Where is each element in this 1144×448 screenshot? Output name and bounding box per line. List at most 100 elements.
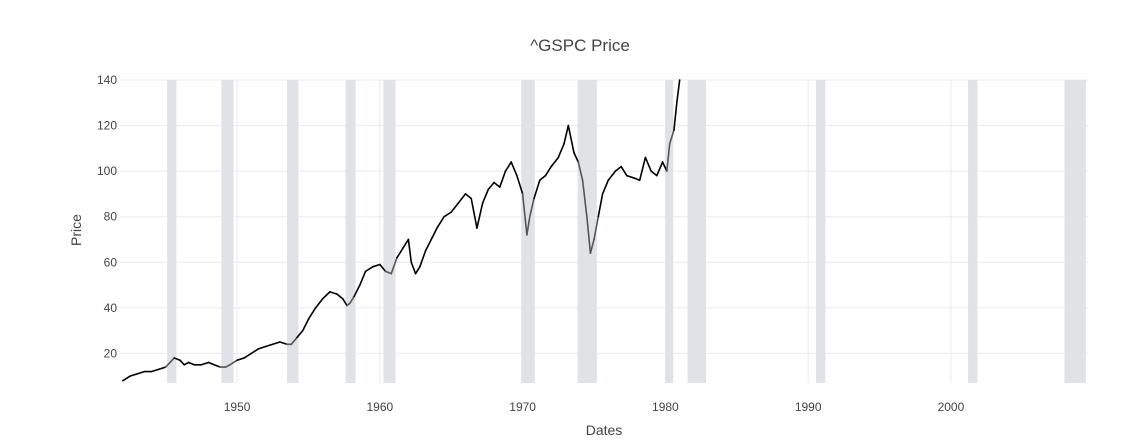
price-series	[122, 79, 681, 382]
price-line-segment	[656, 161, 664, 177]
price-line-segment	[557, 142, 565, 159]
price-line-segment	[544, 165, 552, 177]
x-tick-label: 1960	[366, 400, 393, 414]
price-line-segment	[563, 124, 570, 145]
y-tick-label: 140	[97, 73, 117, 87]
price-line-segment	[533, 179, 541, 200]
price-line-segment	[296, 329, 304, 339]
grid-layer	[120, 79, 1088, 383]
price-line-segment	[271, 341, 281, 346]
price-line-segment	[526, 215, 531, 236]
price-line-segment	[157, 366, 167, 371]
price-line-segment	[359, 270, 367, 286]
price-line-segment	[187, 361, 196, 366]
x-tick-label: 1990	[795, 400, 822, 414]
recession-band	[383, 80, 396, 383]
price-line-segment	[410, 261, 417, 275]
price-line-segment	[481, 188, 490, 204]
price-line-segment	[586, 215, 592, 254]
price-line-segment	[633, 177, 641, 182]
price-line-segment	[487, 181, 495, 191]
y-tick-label: 60	[104, 255, 118, 269]
price-line-segment	[207, 361, 216, 366]
price-line-segment	[424, 238, 433, 252]
price-line-segment	[614, 165, 622, 172]
price-line-segment	[407, 238, 413, 264]
price-line-segment	[550, 156, 560, 168]
price-line-segment	[371, 263, 381, 268]
price-line-segment	[379, 263, 387, 273]
price-line-segment	[661, 161, 668, 172]
x-tick-label: 1980	[652, 400, 679, 414]
recession-band	[287, 80, 299, 383]
y-tick-label: 20	[104, 346, 118, 360]
price-line-segment	[626, 174, 635, 179]
price-line-segment	[341, 297, 348, 307]
price-line-segment	[673, 101, 678, 131]
price-line-segment	[436, 215, 445, 229]
price-line-segment	[349, 295, 355, 305]
price-line-segment	[364, 266, 374, 273]
y-tick-label: 40	[104, 301, 118, 315]
recession-band	[221, 80, 234, 383]
price-line-segment	[666, 142, 671, 172]
price-line-segment	[414, 266, 421, 275]
recession-band	[345, 80, 356, 383]
price-line-segment	[257, 345, 267, 350]
price-line-segment	[464, 193, 473, 200]
price-line-segment	[307, 307, 317, 321]
price-line-segment	[301, 318, 310, 332]
price-line-segment	[129, 373, 138, 377]
y-tick-label: 100	[97, 164, 117, 178]
price-line-segment	[224, 363, 231, 368]
price-line-segment	[528, 197, 535, 218]
price-line-segment	[493, 181, 501, 188]
recession-band	[1064, 80, 1086, 383]
price-line-segment	[457, 193, 467, 204]
price-line-segment	[668, 129, 675, 145]
price-line-segment	[122, 375, 131, 382]
price-line-segment	[150, 368, 160, 373]
price-line-segment	[243, 352, 253, 359]
price-line-segment	[179, 359, 186, 366]
x-axis-ticks: 1950 1960 1970 1980 1990 2000	[224, 400, 965, 414]
y-axis-ticks: 20 40 60 80 100 120 140	[97, 73, 117, 360]
price-line-segment	[164, 361, 171, 368]
y-tick-label: 80	[104, 210, 118, 224]
recession-band	[577, 80, 597, 383]
price-line-segment	[183, 361, 190, 366]
price-line-segment	[173, 357, 181, 362]
recession-band	[816, 80, 826, 383]
price-line-segment	[581, 179, 588, 218]
x-tick-label: 1970	[509, 400, 536, 414]
price-line-segment	[516, 174, 524, 195]
price-line-segment	[607, 170, 617, 182]
price-line-segment	[136, 370, 146, 375]
price-line-segment	[401, 238, 410, 250]
price-line-segment	[470, 197, 478, 229]
price-line-segment	[573, 152, 580, 163]
x-axis-label: Dates	[586, 422, 623, 438]
price-line-segment	[353, 284, 361, 298]
price-line-segment	[396, 247, 404, 259]
price-line-segment	[290, 336, 298, 346]
price-line-segment	[236, 357, 246, 362]
price-line-segment	[510, 161, 518, 177]
price-line-segment	[638, 156, 647, 182]
price-line-segment	[450, 202, 460, 213]
price-line-segment	[597, 193, 604, 218]
price-line-segment	[676, 79, 681, 104]
price-line-segment	[589, 238, 595, 254]
price-line-segment	[476, 202, 484, 229]
chart-title: ^GSPC Price	[530, 36, 630, 55]
price-line-segment	[279, 341, 288, 346]
price-line-segment	[504, 161, 512, 172]
x-tick-label: 1950	[224, 400, 251, 414]
x-tick-label: 2000	[938, 400, 965, 414]
price-line-segment	[213, 363, 221, 368]
price-line-segment	[577, 161, 584, 182]
price-line-segment	[601, 179, 610, 195]
price-line-segment	[321, 291, 331, 300]
recession-band	[167, 80, 177, 383]
